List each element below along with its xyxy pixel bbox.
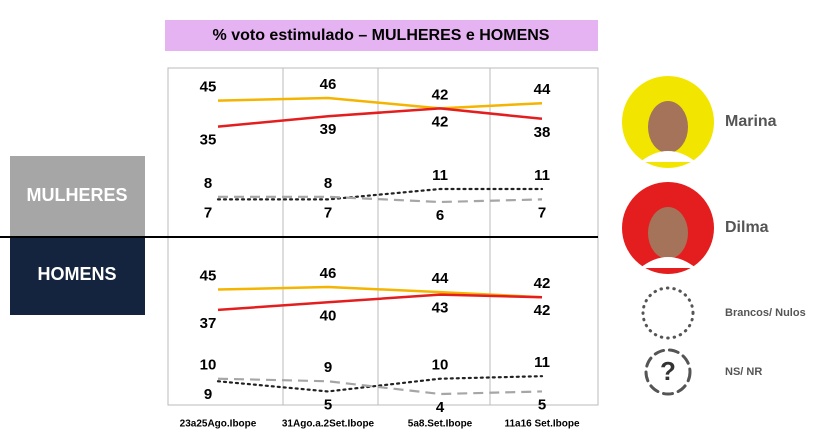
data-label: 11 — [432, 167, 448, 184]
legend-photo-body — [640, 151, 696, 162]
legend-label: Marina — [725, 113, 777, 130]
data-label: 45 — [200, 268, 217, 285]
legend-label: Dilma — [725, 219, 769, 236]
data-label: 42 — [534, 302, 551, 319]
legend-photo-face — [648, 207, 688, 259]
data-label: 44 — [534, 81, 551, 98]
legend-icon-text: ? — [660, 356, 676, 386]
x-tick-label: 5a8.Set.Ibope — [408, 419, 473, 430]
data-label: 44 — [432, 270, 449, 287]
x-tick-label: 31Ago.a.2Set.Ibope — [282, 419, 375, 430]
data-label: 42 — [534, 275, 551, 292]
data-label: 38 — [534, 124, 551, 141]
data-label: 8 — [324, 175, 332, 192]
data-label: 5 — [324, 396, 332, 413]
legend-label: NS/ NR — [725, 366, 762, 378]
legend-icon — [641, 286, 695, 340]
data-label: 7 — [204, 204, 212, 221]
data-label: 10 — [200, 357, 217, 374]
data-label: 5 — [538, 396, 546, 413]
panel-label-box — [10, 156, 145, 237]
legend-icon — [644, 348, 692, 396]
data-label: 10 — [432, 357, 449, 374]
legend-photo-body — [640, 257, 696, 268]
data-label: 39 — [320, 121, 337, 138]
legend-photo-face — [648, 101, 688, 153]
data-label: 9 — [204, 386, 212, 403]
panel-label: HOMENS — [37, 264, 116, 284]
legend-label: Brancos/ Nulos — [725, 307, 806, 319]
data-label: 8 — [204, 175, 212, 192]
panel-label: MULHERES — [26, 185, 127, 205]
series-line — [217, 293, 543, 312]
series-line — [217, 377, 543, 396]
data-label: 11 — [534, 167, 550, 184]
series-line — [217, 285, 543, 299]
data-label: 9 — [324, 359, 332, 376]
data-label: 45 — [200, 79, 217, 96]
data-label: 37 — [200, 315, 217, 332]
data-label: 43 — [432, 300, 449, 317]
series-line — [216, 187, 544, 201]
data-label: 42 — [432, 113, 449, 130]
data-label: 7 — [538, 204, 546, 221]
series-line — [217, 107, 543, 128]
title-box — [165, 20, 598, 51]
data-label: 42 — [432, 86, 449, 103]
data-label: 35 — [200, 132, 217, 149]
x-tick-label: 23a25Ago.Ibope — [180, 419, 257, 430]
data-label: 46 — [320, 265, 337, 282]
series-line — [217, 96, 543, 110]
data-label: 11 — [534, 354, 550, 371]
data-label: 7 — [324, 204, 332, 221]
data-label: 4 — [436, 399, 445, 416]
data-label: 40 — [320, 307, 337, 324]
series-line — [218, 195, 543, 204]
series-line — [216, 375, 544, 393]
x-tick-label: 11a16 Set.Ibope — [504, 419, 579, 430]
data-label: 6 — [436, 207, 444, 224]
data-label: 46 — [320, 76, 337, 93]
chart-title: % voto estimulado – MULHERES e HOMENS — [213, 27, 550, 44]
panel-label-box — [10, 237, 145, 315]
